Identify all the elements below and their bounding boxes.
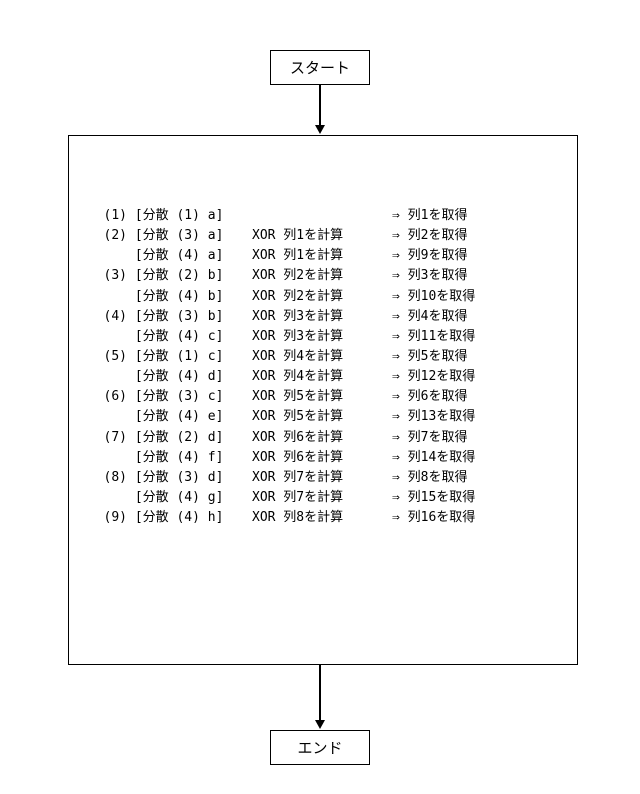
- table-row: (8) [分散 (3) d]XOR 列7を計算⇒ 列8を取得: [87, 468, 559, 488]
- row-dispersion: [分散 (1) c]: [127, 347, 252, 367]
- row-dispersion: [分散 (4) d]: [127, 367, 252, 387]
- row-index: (3): [87, 266, 127, 286]
- row-result: ⇒ 列4を取得: [392, 307, 542, 327]
- row-index: [87, 488, 127, 508]
- table-row: [分散 (4) e]XOR 列5を計算⇒ 列13を取得: [87, 407, 559, 427]
- table-row: [分散 (4) b]XOR 列2を計算⇒ 列10を取得: [87, 287, 559, 307]
- row-xor: XOR 列8を計算: [252, 508, 392, 528]
- row-result: ⇒ 列3を取得: [392, 266, 542, 286]
- process-table: (1) [分散 (1) a]⇒ 列1を取得(2) [分散 (3) a]XOR 列…: [87, 206, 559, 528]
- row-index: [87, 367, 127, 387]
- table-row: (6) [分散 (3) c]XOR 列5を計算⇒ 列6を取得: [87, 387, 559, 407]
- table-row: [分散 (4) c]XOR 列3を計算⇒ 列11を取得: [87, 327, 559, 347]
- row-result: ⇒ 列13を取得: [392, 407, 542, 427]
- row-index: (8): [87, 468, 127, 488]
- row-index: (4): [87, 307, 127, 327]
- row-result: ⇒ 列14を取得: [392, 448, 542, 468]
- table-row: (5) [分散 (1) c]XOR 列4を計算⇒ 列5を取得: [87, 347, 559, 367]
- row-xor: XOR 列7を計算: [252, 488, 392, 508]
- table-row: [分散 (4) d]XOR 列4を計算⇒ 列12を取得: [87, 367, 559, 387]
- row-index: (1): [87, 206, 127, 226]
- arrow-start-to-main: [319, 85, 321, 127]
- row-result: ⇒ 列9を取得: [392, 246, 542, 266]
- end-node: エンド: [270, 730, 370, 765]
- row-dispersion: [分散 (4) g]: [127, 488, 252, 508]
- end-label: エンド: [297, 739, 342, 757]
- row-dispersion: [分散 (3) b]: [127, 307, 252, 327]
- row-index: [87, 448, 127, 468]
- row-xor: [252, 206, 392, 226]
- table-row: [分散 (4) g]XOR 列7を計算⇒ 列15を取得: [87, 488, 559, 508]
- row-xor: XOR 列1を計算: [252, 226, 392, 246]
- table-row: [分散 (4) f]XOR 列6を計算⇒ 列14を取得: [87, 448, 559, 468]
- table-row: (3) [分散 (2) b]XOR 列2を計算⇒ 列3を取得: [87, 266, 559, 286]
- row-dispersion: [分散 (3) d]: [127, 468, 252, 488]
- row-index: (7): [87, 428, 127, 448]
- row-dispersion: [分散 (4) c]: [127, 327, 252, 347]
- row-index: (9): [87, 508, 127, 528]
- row-index: (2): [87, 226, 127, 246]
- row-xor: XOR 列7を計算: [252, 468, 392, 488]
- process-node: (1) [分散 (1) a]⇒ 列1を取得(2) [分散 (3) a]XOR 列…: [68, 135, 578, 665]
- row-result: ⇒ 列2を取得: [392, 226, 542, 246]
- row-result: ⇒ 列16を取得: [392, 508, 542, 528]
- row-xor: XOR 列6を計算: [252, 448, 392, 468]
- row-xor: XOR 列3を計算: [252, 307, 392, 327]
- table-row: [分散 (4) a]XOR 列1を計算⇒ 列9を取得: [87, 246, 559, 266]
- row-index: [87, 407, 127, 427]
- row-dispersion: [分散 (4) b]: [127, 287, 252, 307]
- row-xor: XOR 列5を計算: [252, 407, 392, 427]
- start-node: スタート: [270, 50, 370, 85]
- row-result: ⇒ 列5を取得: [392, 347, 542, 367]
- row-result: ⇒ 列11を取得: [392, 327, 542, 347]
- row-index: (5): [87, 347, 127, 367]
- row-dispersion: [分散 (4) e]: [127, 407, 252, 427]
- start-label: スタート: [290, 59, 350, 77]
- row-dispersion: [分散 (4) f]: [127, 448, 252, 468]
- row-xor: XOR 列1を計算: [252, 246, 392, 266]
- row-dispersion: [分散 (2) b]: [127, 266, 252, 286]
- row-index: [87, 287, 127, 307]
- row-xor: XOR 列6を計算: [252, 428, 392, 448]
- row-result: ⇒ 列7を取得: [392, 428, 542, 448]
- row-xor: XOR 列4を計算: [252, 367, 392, 387]
- row-xor: XOR 列2を計算: [252, 266, 392, 286]
- row-index: (6): [87, 387, 127, 407]
- row-result: ⇒ 列8を取得: [392, 468, 542, 488]
- row-index: [87, 246, 127, 266]
- row-xor: XOR 列3を計算: [252, 327, 392, 347]
- row-xor: XOR 列2を計算: [252, 287, 392, 307]
- table-row: (2) [分散 (3) a]XOR 列1を計算⇒ 列2を取得: [87, 226, 559, 246]
- row-result: ⇒ 列6を取得: [392, 387, 542, 407]
- table-row: (7) [分散 (2) d]XOR 列6を計算⇒ 列7を取得: [87, 428, 559, 448]
- row-dispersion: [分散 (2) d]: [127, 428, 252, 448]
- row-result: ⇒ 列1を取得: [392, 206, 542, 226]
- row-dispersion: [分散 (4) a]: [127, 246, 252, 266]
- row-index: [87, 327, 127, 347]
- row-result: ⇒ 列12を取得: [392, 367, 542, 387]
- row-dispersion: [分散 (4) h]: [127, 508, 252, 528]
- arrow-head-1: [315, 125, 325, 134]
- table-row: (1) [分散 (1) a] ⇒ 列1を取得: [87, 206, 559, 226]
- row-xor: XOR 列5を計算: [252, 387, 392, 407]
- row-dispersion: [分散 (1) a]: [127, 206, 252, 226]
- row-dispersion: [分散 (3) c]: [127, 387, 252, 407]
- table-row: (4) [分散 (3) b]XOR 列3を計算⇒ 列4を取得: [87, 307, 559, 327]
- row-xor: XOR 列4を計算: [252, 347, 392, 367]
- row-result: ⇒ 列15を取得: [392, 488, 542, 508]
- row-result: ⇒ 列10を取得: [392, 287, 542, 307]
- arrow-head-2: [315, 720, 325, 729]
- table-row: (9) [分散 (4) h]XOR 列8を計算⇒ 列16を取得: [87, 508, 559, 528]
- row-dispersion: [分散 (3) a]: [127, 226, 252, 246]
- arrow-main-to-end: [319, 665, 321, 720]
